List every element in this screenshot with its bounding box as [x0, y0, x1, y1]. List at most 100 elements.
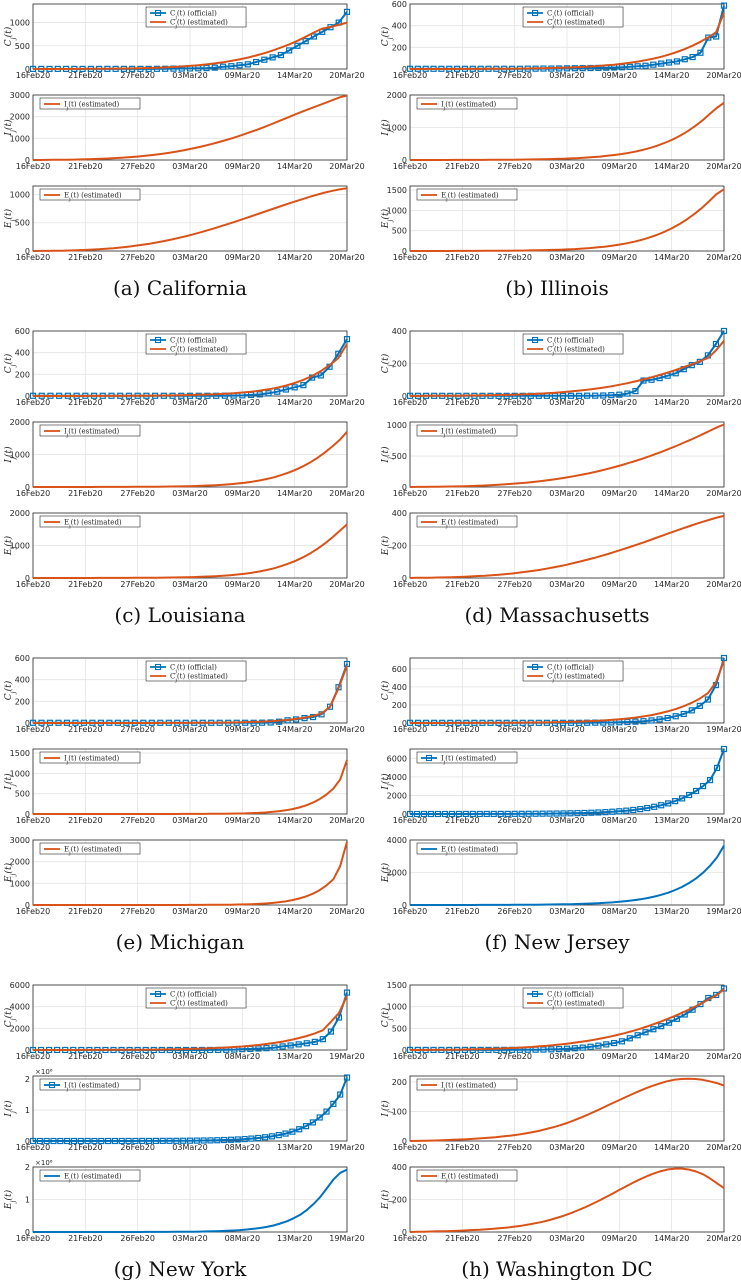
data-point [648, 717, 655, 724]
x-tick-label: 21Feb20 [68, 816, 103, 825]
legend-entry: Cj(t) (official) [547, 337, 594, 348]
data-point [632, 388, 639, 395]
x-tick-label: 27Feb20 [497, 1143, 532, 1152]
data-point [623, 807, 630, 814]
x-tick-label: 09Mar20 [225, 253, 260, 262]
x-tick-label: 14Mar20 [277, 489, 312, 498]
legend-entry: Cj(t) (official) [547, 991, 594, 1002]
x-tick-label: 03Mar20 [172, 580, 207, 589]
subplot-e-3: 0 1000 2000 3000 16Feb20 21Feb20 27Feb20 03Mar2… [3, 836, 365, 916]
data-point [540, 1046, 547, 1053]
data-point [221, 1136, 228, 1144]
y-axis-label: Cj(t) [380, 1007, 394, 1027]
subplot-h-3: 0 200 400 16Feb20 21Feb20 27Feb20 03Mar20 09Mar… [380, 1163, 741, 1243]
legend: Cj(t) (official)Cj(t) (estimated) [145, 987, 247, 1011]
x-tick-label: 08Mar20 [602, 907, 637, 916]
legend: Cj(t) (official)Cj(t) (estimated) [145, 333, 247, 357]
legend-entry: Cj(t) (official) [170, 991, 217, 1002]
axes-box [409, 185, 725, 252]
data-point [327, 1028, 334, 1035]
x-tick-label: 27Feb20 [497, 398, 532, 407]
panel-caption: (d) Massachusetts [464, 603, 649, 627]
series-line [410, 748, 725, 815]
data-point [575, 719, 583, 726]
x-tick-label: 27Feb20 [497, 1234, 532, 1243]
data-point [317, 372, 324, 379]
legend: Ij(t) (estimated) [416, 751, 518, 766]
legend-entry: Cj(t) (official) [547, 10, 594, 21]
x-tick-label: 26Feb20 [120, 1052, 155, 1061]
data-point [595, 1042, 602, 1049]
legend: Cj(t) (official)Cj(t) (estimated) [522, 660, 624, 684]
data-point [256, 391, 263, 398]
data-point [319, 1036, 326, 1043]
legend-box [522, 6, 624, 28]
y-tick-label: 600 [392, 665, 407, 674]
x-tick-label: 21Feb20 [68, 907, 103, 916]
data-point [186, 1137, 194, 1144]
x-tick-label: 26Feb20 [497, 725, 532, 734]
data-point [630, 806, 637, 814]
x-tick-label: 03Mar20 [172, 816, 207, 825]
data-point [696, 702, 703, 709]
subplot-d-2: 0 500 1000 16Feb20 21Feb20 27Feb20 03Mar20 09Ma… [380, 421, 741, 498]
data-point [337, 1091, 344, 1098]
data-point [525, 810, 532, 817]
series-line [33, 759, 348, 815]
y-tick-label: 200 [15, 697, 30, 706]
x-tick-label: 27Feb20 [497, 162, 532, 171]
legend: Ej(t) (estimated) [39, 515, 141, 530]
series-line [409, 514, 725, 579]
data-point [253, 58, 260, 66]
x-tick-label: 14Mar20 [654, 162, 689, 171]
legend-entry: Cj(t) (estimated) [170, 673, 228, 684]
x-tick-label: 16Feb20 [16, 580, 51, 589]
series-line [409, 423, 725, 488]
data-point [579, 1044, 586, 1051]
y-axis-label: Cj(t) [3, 1007, 17, 1027]
legend-entry: Cj(t) (estimated) [547, 1000, 605, 1011]
x-tick-label: 20Mar20 [706, 162, 741, 171]
data-point [302, 38, 309, 45]
x-tick-label: 09Mar20 [602, 398, 637, 407]
legend-entry: Ij(t) (estimated) [64, 1082, 120, 1093]
data-point [469, 810, 476, 818]
subplot-g-2: 0 1 2 16Feb20 21Feb20 26Feb20 03Mar20 08Mar20 13… [3, 1068, 365, 1152]
x-tick-label: 09Mar20 [602, 1143, 637, 1152]
legend-entry: Cj(t) (estimated) [547, 346, 605, 357]
data-point [581, 809, 588, 817]
y-axis-label: Ej(t) [3, 208, 17, 229]
y-axis-label: Cj(t) [3, 353, 17, 373]
x-tick-label: 21Feb20 [445, 1234, 480, 1243]
legend-box [145, 660, 247, 682]
y-tick-label: 1000 [387, 206, 407, 215]
data-point [64, 1137, 71, 1145]
x-tick-label: 13Mar20 [277, 1143, 312, 1152]
data-point [118, 1137, 125, 1145]
legend-entry: Ej(t) (estimated) [441, 1173, 499, 1184]
data-point [553, 810, 560, 817]
legend-box [416, 1078, 518, 1091]
data-point [697, 49, 704, 56]
y-tick-label: 2000 [387, 791, 407, 800]
data-point [462, 810, 469, 818]
x-tick-label: 03Mar20 [172, 1234, 207, 1243]
x-tick-label: 08Mar20 [602, 725, 637, 734]
legend: Ej(t) (estimated) [39, 842, 141, 857]
x-tick-label: 14Mar20 [654, 1052, 689, 1061]
legend-box [522, 987, 624, 1009]
x-tick-label: 19Mar20 [329, 1052, 364, 1061]
y-axis-label: Cj(t) [380, 353, 394, 373]
data-point [343, 336, 351, 343]
x-tick-label: 26Feb20 [497, 907, 532, 916]
y-tick-label: 0 [402, 247, 407, 256]
data-point [720, 2, 728, 9]
y-tick-label: 400 [392, 683, 407, 692]
y-tick-label: 2000 [387, 91, 407, 100]
data-point [539, 810, 546, 817]
y-tick-label: 2 [25, 1075, 30, 1084]
x-tick-label: 14Mar20 [277, 71, 312, 80]
y-axis-label: Ij(t) [3, 446, 17, 464]
subplot-b-2: 0 1000 2000 16Feb20 21Feb20 27Feb20 03Mar20 09M… [380, 91, 741, 171]
y-tick-label: 400 [392, 22, 407, 31]
